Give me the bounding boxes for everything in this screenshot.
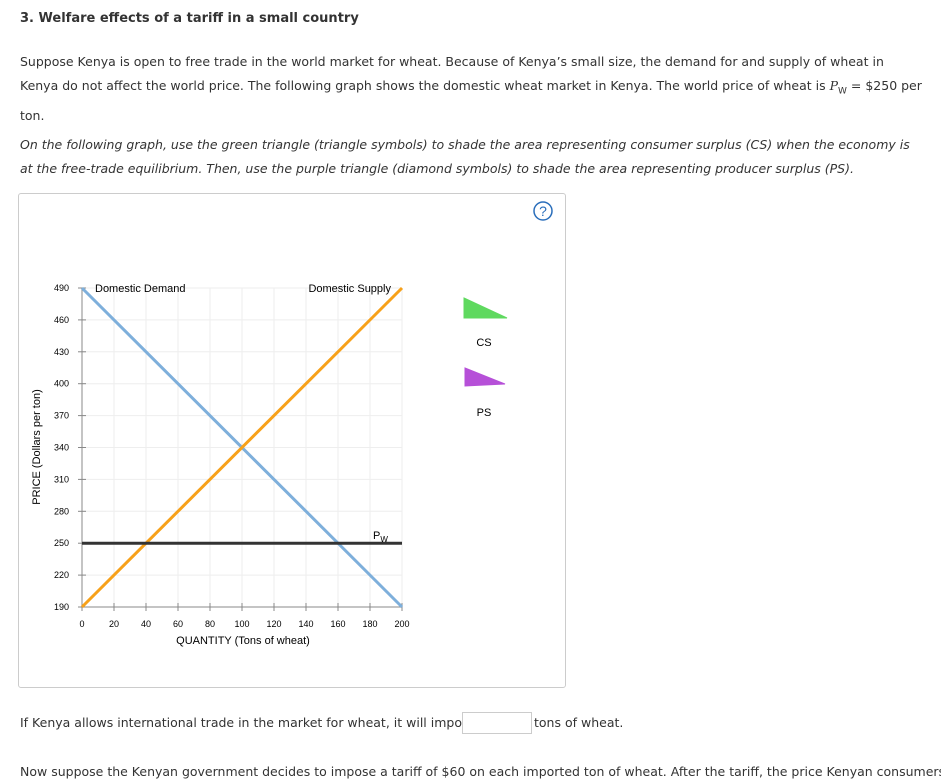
y-tick-label: 460 [54, 315, 69, 325]
plot: 190 220 250 280 310 340 370 400 430 460 490 0 20 40 60… [54, 283, 410, 629]
x-tick-label: 100 [234, 619, 249, 629]
y-tick-label: 250 [54, 538, 69, 548]
x-tick-label: 80 [205, 619, 215, 629]
x-tick-label: 120 [266, 619, 281, 629]
intro-text: Suppose Kenya is open to free trade in t… [20, 54, 884, 93]
question-after: tons of wheat. [534, 715, 624, 730]
x-tick-label: 0 [79, 619, 84, 629]
ps-label: PS [477, 407, 492, 419]
cs-label: CS [476, 337, 491, 349]
y-tick-label: 430 [54, 347, 69, 357]
cs-tool[interactable] [463, 297, 508, 319]
ps-tool[interactable] [464, 367, 506, 387]
world-price-symbol: P [373, 530, 380, 542]
y-tick-label: 310 [54, 474, 69, 484]
x-tick-label: 60 [173, 619, 183, 629]
instructions: On the following graph, use the green tr… [20, 137, 910, 176]
y-tick-label: 490 [54, 283, 69, 293]
help-icon: ? [539, 203, 547, 219]
intro-end: = $250 per ton. [20, 78, 922, 123]
intro: Suppose Kenya is open to free trade in t… [20, 50, 925, 128]
next-text: Now suppose the Kenyan government decide… [20, 764, 941, 779]
y-tick-label: 190 [54, 602, 69, 612]
world-price-sub: W [380, 535, 388, 544]
chart: ? CS PS QUANTITY (Tons of wheat) PRICE (… [31, 201, 553, 647]
y-tick-label: 340 [54, 443, 69, 453]
import-input[interactable] [462, 712, 532, 734]
y-tick-label: 400 [54, 379, 69, 389]
y-axis-label: PRICE (Dollars per ton) [31, 389, 43, 505]
x-tick-label: 160 [330, 619, 345, 629]
x-tick-label: 200 [394, 619, 409, 629]
y-tick-label: 220 [54, 570, 69, 580]
world-price-label: PW [373, 530, 388, 544]
question-before: If Kenya allows international trade in t… [20, 715, 473, 730]
x-axis-label: QUANTITY (Tons of wheat) [176, 635, 310, 647]
x-tick-label: 20 [109, 619, 119, 629]
title: 3. Welfare effects of a tariff in a smal… [20, 11, 359, 26]
series-label: Domestic Demand [95, 283, 185, 295]
x-tick-label: 180 [362, 619, 377, 629]
y-tick-label: 280 [54, 506, 69, 516]
price-symbol: P [829, 78, 839, 93]
y-tick-label: 370 [54, 411, 69, 421]
help-button[interactable] [533, 201, 553, 221]
series-line [80, 286, 404, 609]
price-symbol-sub: W [838, 86, 847, 97]
series-label: Domestic Supply [308, 283, 391, 295]
x-tick-label: 40 [141, 619, 151, 629]
x-tick-label: 140 [298, 619, 313, 629]
graph-panel [18, 193, 566, 688]
